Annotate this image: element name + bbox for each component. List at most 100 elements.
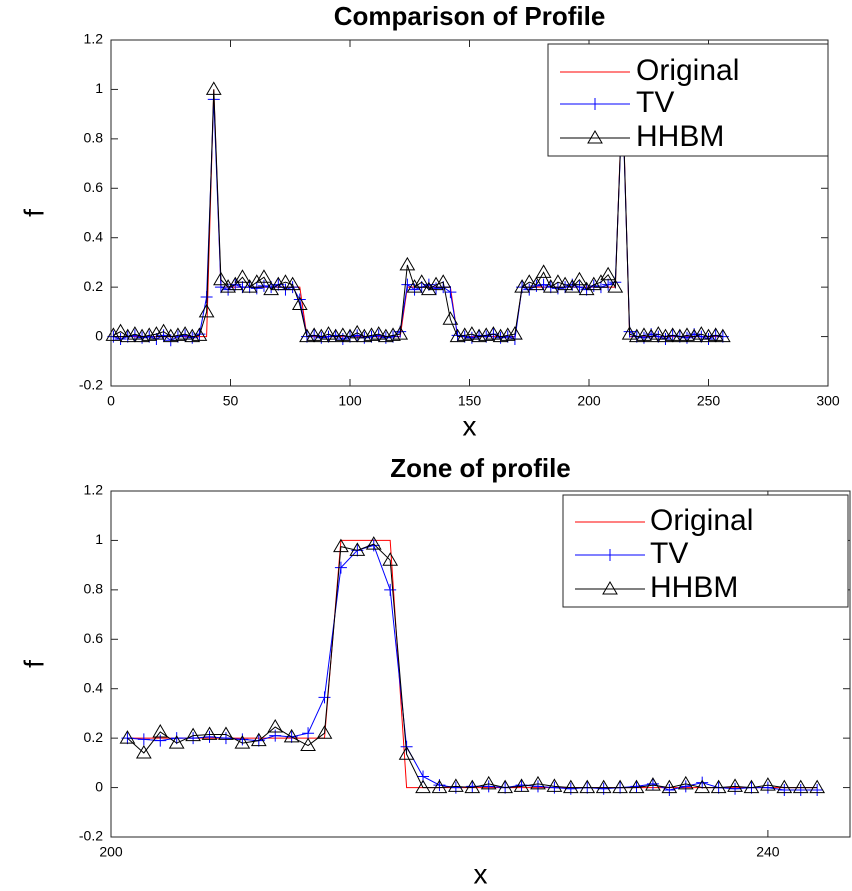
triangle-marker [334, 327, 351, 341]
triangle-marker [679, 327, 695, 341]
legend-label: HHBM [636, 120, 724, 153]
triangle-marker [585, 276, 602, 291]
triangle-marker [546, 778, 563, 792]
triangle-marker [218, 726, 234, 740]
triangle-marker [743, 779, 760, 794]
triangle-marker [447, 778, 464, 792]
triangle-marker [365, 536, 382, 550]
plus-marker [444, 286, 457, 299]
triangle-marker [119, 730, 136, 744]
plus-marker [778, 784, 791, 797]
triangle-marker [497, 779, 514, 794]
y-tick-label: 0.4 [84, 679, 104, 695]
plot-area [119, 536, 826, 797]
triangle-marker [707, 327, 724, 341]
legend-marker [587, 130, 603, 144]
plus-marker [663, 784, 676, 797]
triangle-marker [564, 279, 581, 293]
triangle-marker [284, 276, 301, 291]
triangle-marker [398, 746, 415, 760]
plus-marker [794, 784, 807, 797]
triangle-marker [650, 326, 667, 340]
y-tick-label: -0.2 [79, 377, 103, 393]
x-tick-label: 250 [697, 393, 721, 409]
chart-title: Zone of profile [390, 453, 571, 483]
triangle-marker [248, 274, 265, 288]
triangle-marker [152, 723, 169, 738]
triangle-marker [661, 779, 678, 794]
triangle-marker [664, 327, 681, 341]
triangle-marker [595, 779, 612, 794]
triangle-marker [250, 732, 267, 747]
plus-marker [322, 330, 335, 343]
triangle-marker [507, 326, 523, 340]
y-tick-label: 0.6 [84, 179, 104, 195]
triangle-marker [119, 328, 136, 343]
x-axis-label: x [474, 858, 488, 889]
triangle-marker [645, 777, 661, 791]
y-tick-label: 1 [95, 80, 103, 96]
triangle-marker [628, 779, 645, 794]
triangle-marker [557, 276, 573, 291]
triangle-marker [234, 269, 251, 283]
legend-label: HHBM [650, 571, 738, 604]
triangle-marker [256, 269, 272, 283]
x-tick-label: 50 [223, 393, 239, 409]
triangle-marker [760, 777, 776, 791]
triangle-marker [399, 256, 416, 271]
y-axis-label: f [18, 660, 49, 668]
triangle-marker [530, 775, 546, 790]
triangle-marker [550, 274, 566, 288]
y-tick-label: 0.2 [84, 729, 104, 745]
triangle-marker [349, 542, 366, 556]
legend-marker [604, 549, 616, 561]
triangle-marker [579, 779, 596, 794]
triangle-marker [267, 719, 284, 733]
plus-marker [482, 780, 495, 793]
triangle-marker [201, 726, 218, 740]
triangle-marker [349, 324, 366, 339]
plus-marker [646, 777, 659, 790]
y-tick-label: 0 [95, 327, 103, 343]
plus-marker [695, 330, 708, 343]
legend-label: Original [650, 504, 753, 537]
triangle-marker [127, 326, 143, 340]
triangle-marker [155, 323, 172, 338]
y-tick-label: 1.2 [84, 31, 104, 47]
triangle-marker [406, 279, 423, 293]
plus-marker [114, 333, 127, 346]
triangle-marker [809, 779, 826, 794]
triangle-marker [578, 281, 595, 296]
triangle-marker [382, 552, 399, 566]
triangle-marker [392, 326, 409, 340]
triangle-marker [607, 279, 624, 293]
triangle-marker [277, 274, 294, 288]
y-tick-label: 0.2 [84, 278, 104, 294]
triangle-marker [213, 271, 229, 286]
plus-marker [679, 780, 692, 793]
triangle-marker [612, 779, 628, 794]
triangle-marker [320, 326, 337, 340]
x-tick-label: 0 [107, 393, 115, 409]
plus-marker [729, 782, 742, 795]
x-tick-label: 150 [458, 393, 482, 409]
triangle-marker [415, 779, 431, 794]
plus-marker [811, 784, 824, 797]
triangle-marker [562, 779, 579, 794]
legend-label: Original [636, 54, 739, 87]
triangle-marker [291, 296, 308, 310]
triangle-marker [776, 779, 793, 794]
x-tick-label: 200 [99, 844, 123, 860]
triangle-marker [480, 775, 497, 790]
triangle-marker [220, 279, 236, 293]
triangle-marker [234, 735, 251, 749]
triangle-marker [636, 327, 652, 341]
plus-marker [137, 733, 150, 746]
triangle-marker [677, 775, 694, 790]
triangle-marker [420, 281, 437, 296]
triangle-marker [600, 266, 616, 281]
triangle-marker [431, 779, 448, 794]
triangle-marker [792, 779, 809, 794]
